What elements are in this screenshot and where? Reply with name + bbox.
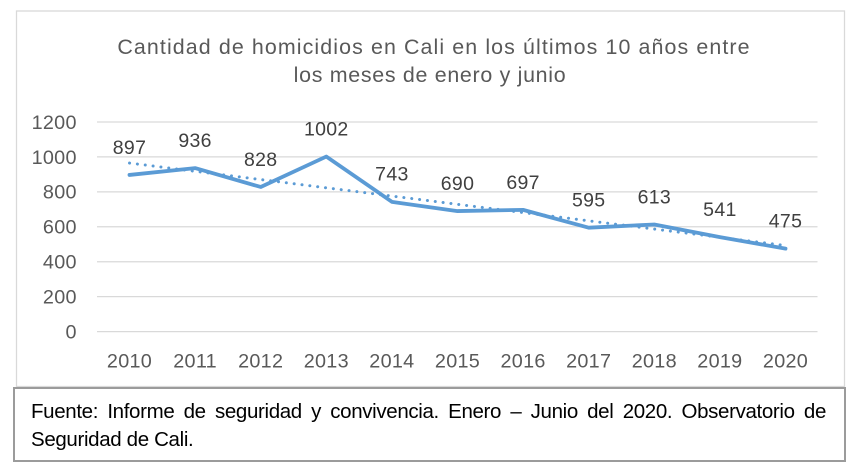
svg-text:2011: 2011 [173,350,217,372]
svg-text:595: 595 [572,190,605,212]
svg-text:600: 600 [43,217,77,239]
svg-text:0: 0 [65,322,76,344]
svg-text:2014: 2014 [369,350,414,372]
svg-text:2018: 2018 [632,350,677,372]
svg-text:1002: 1002 [304,119,349,141]
svg-text:los meses de enero y junio: los meses de enero y junio [294,63,567,87]
svg-text:400: 400 [43,252,77,274]
svg-text:2017: 2017 [566,350,611,372]
svg-text:475: 475 [769,211,802,233]
svg-text:2010: 2010 [107,350,152,372]
svg-text:828: 828 [244,149,277,171]
svg-text:743: 743 [375,164,408,186]
svg-text:2020: 2020 [763,350,808,372]
svg-text:697: 697 [506,172,539,194]
svg-text:613: 613 [638,186,671,208]
svg-text:1200: 1200 [32,112,77,134]
svg-text:1000: 1000 [32,147,77,169]
svg-text:690: 690 [441,173,474,195]
svg-text:2019: 2019 [697,350,742,372]
svg-text:541: 541 [703,199,736,221]
svg-text:Cantidad de homicidios en Cali: Cantidad de homicidios en Cali en los úl… [117,35,750,59]
svg-text:2015: 2015 [435,350,480,372]
svg-text:897: 897 [113,137,146,159]
svg-text:200: 200 [43,287,77,309]
svg-text:2016: 2016 [500,350,545,372]
svg-text:800: 800 [43,182,77,204]
svg-text:936: 936 [178,130,211,152]
svg-text:2013: 2013 [304,350,349,372]
svg-text:2012: 2012 [238,350,283,372]
